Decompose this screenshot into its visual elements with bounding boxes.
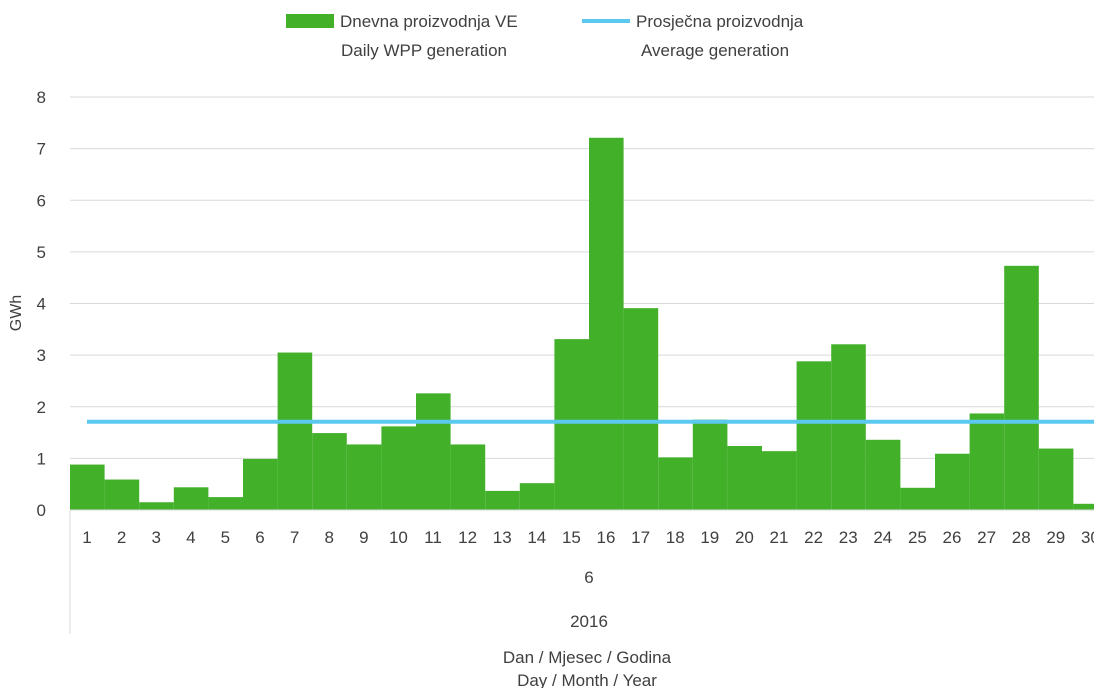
- bar-day-26: [935, 453, 970, 510]
- x-year-label: 2016: [570, 612, 608, 631]
- bar-day-17: [623, 308, 659, 510]
- legend-swatch-daily: [286, 14, 334, 28]
- y-tick-label: 3: [37, 346, 46, 365]
- x-tick-label: 22: [804, 528, 823, 547]
- bar-day-21: [762, 451, 797, 510]
- x-tick-label: 20: [735, 528, 754, 547]
- x-tick-label: 30: [1081, 528, 1094, 547]
- bar-day-2: [104, 479, 140, 510]
- bar-day-15: [554, 339, 589, 510]
- y-tick-label: 1: [37, 449, 46, 468]
- x-tick-label: 25: [908, 528, 927, 547]
- bar-day-12: [450, 444, 486, 510]
- bar-day-28: [1004, 265, 1039, 510]
- x-tick-label: 26: [943, 528, 962, 547]
- bar-day-20: [727, 445, 762, 510]
- x-tick-label: 2: [117, 528, 126, 547]
- bar-day-6: [243, 458, 278, 510]
- y-tick-label: 4: [37, 295, 46, 314]
- bar-day-11: [416, 393, 451, 510]
- bar-day-9: [346, 444, 382, 510]
- bar-day-8: [312, 433, 347, 510]
- legend-label-average-line2: Average generation: [641, 41, 789, 60]
- y-tick-label: 7: [37, 140, 46, 159]
- x-tick-label: 21: [770, 528, 789, 547]
- y-tick-label: 2: [37, 398, 46, 417]
- x-tick-label: 11: [424, 528, 442, 547]
- bar-day-29: [1038, 448, 1074, 510]
- bar-day-5: [208, 497, 243, 510]
- x-tick-label: 5: [221, 528, 230, 547]
- y-tick-label: 0: [37, 501, 46, 520]
- x-tick-label: 9: [359, 528, 368, 547]
- bar-day-22: [796, 361, 832, 510]
- x-tick-label: 28: [1012, 528, 1031, 547]
- x-tick-label: 12: [458, 528, 477, 547]
- y-axis-title: GWh: [8, 295, 25, 331]
- x-tick-label: 14: [527, 528, 546, 547]
- x-tick-label: 27: [977, 528, 996, 547]
- bar-day-7: [277, 352, 313, 510]
- bar-day-24: [865, 439, 901, 510]
- x-tick-label: 19: [700, 528, 719, 547]
- bar-day-23: [831, 344, 866, 510]
- x-tick-label: 6: [255, 528, 264, 547]
- y-tick-label: 6: [37, 191, 46, 210]
- x-tick-label: 10: [389, 528, 408, 547]
- x-tick-label: 24: [873, 528, 892, 547]
- y-tick-label: 8: [37, 88, 46, 107]
- x-tick-label: 13: [493, 528, 512, 547]
- x-axis-title-line1: Dan / Mjesec / Godina: [503, 648, 672, 667]
- bar-day-25: [900, 487, 935, 510]
- bar-day-18: [658, 457, 693, 510]
- bar-day-10: [381, 426, 416, 510]
- bar-day-30: [1073, 503, 1094, 510]
- x-tick-label: 17: [631, 528, 650, 547]
- bar-day-16: [589, 137, 624, 510]
- bar-day-13: [485, 490, 520, 510]
- x-month-label: 6: [584, 568, 593, 587]
- x-tick-label: 18: [666, 528, 685, 547]
- x-axis-title-line2: Day / Month / Year: [517, 671, 657, 688]
- legend: Dnevna proizvodnja VE Daily WPP generatio…: [286, 12, 804, 60]
- legend-label-average-line1: Prosječna proizvodnja: [636, 12, 804, 31]
- bar-day-27: [969, 413, 1005, 510]
- bar-day-1: [70, 464, 105, 510]
- legend-label-daily-line1: Dnevna proizvodnja VE: [340, 12, 518, 31]
- bar-day-4: [173, 487, 209, 510]
- bar-day-14: [519, 483, 555, 510]
- bar-day-3: [139, 502, 174, 510]
- x-tick-label: 3: [151, 528, 160, 547]
- x-tick-label: 15: [562, 528, 581, 547]
- x-tick-label: 8: [324, 528, 333, 547]
- x-tick-label: 16: [597, 528, 616, 547]
- x-tick-label: 4: [186, 528, 195, 547]
- x-tick-label: 1: [82, 528, 91, 547]
- bar-series: [70, 137, 1094, 510]
- x-tick-label: 23: [839, 528, 858, 547]
- y-tick-label: 5: [37, 243, 46, 262]
- bar-day-19: [692, 419, 728, 510]
- x-tick-label: 29: [1046, 528, 1065, 547]
- x-tick-label: 7: [290, 528, 299, 547]
- legend-label-daily-line2: Daily WPP generation: [341, 41, 507, 60]
